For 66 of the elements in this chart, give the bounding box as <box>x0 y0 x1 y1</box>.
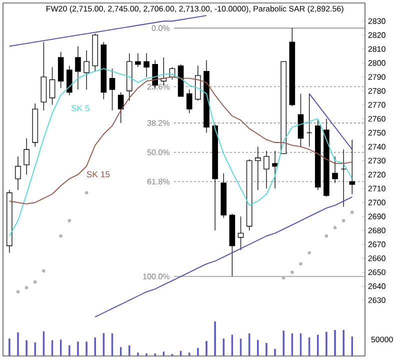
candlestick <box>109 68 116 111</box>
point <box>42 269 46 273</box>
annotation: 38.2% <box>147 120 170 126</box>
y-tick-label: 2670 <box>368 242 386 248</box>
y-tick-label: 2740 <box>368 144 386 150</box>
point <box>282 276 286 280</box>
y-tick-label: 2720 <box>368 172 386 178</box>
text: 50000 <box>371 336 393 342</box>
point <box>59 234 63 238</box>
annotation: 100.0% <box>143 274 170 280</box>
candlestick <box>306 93 312 148</box>
y-tick-label: 2800 <box>368 60 386 66</box>
annotation: 0.0% <box>152 25 170 31</box>
candlestick <box>186 89 192 114</box>
chart-title: FW20 (2,715.00, 2,745.00, 2,706.00, 2,713.00, -10.0000), Parabolic SAR (2,892.56) <box>46 6 344 14</box>
point <box>299 262 302 266</box>
candlestick <box>264 150 270 189</box>
y-tick-label: 2650 <box>368 269 386 276</box>
candlestick <box>24 138 30 175</box>
y-tick-label: 2750 <box>368 130 386 136</box>
candlestick <box>84 50 90 90</box>
y-tick-label: 2810 <box>368 46 386 52</box>
y-tick-label: 2780 <box>368 88 386 94</box>
y-tick-label: 2710 <box>368 186 386 192</box>
point <box>350 210 354 214</box>
point <box>290 270 294 274</box>
y-tick-label: 2730 <box>368 158 386 164</box>
point <box>324 234 328 238</box>
annotation: 50.0% <box>147 149 170 156</box>
candlestick <box>58 51 64 88</box>
y-tick-label: 2660 <box>368 255 386 262</box>
y-tick-label: 2770 <box>368 102 386 108</box>
point <box>333 226 337 230</box>
series-label: SK 5 <box>71 105 90 112</box>
annotation: 61.8% <box>147 178 170 184</box>
point <box>33 280 37 284</box>
candlestick <box>49 66 56 106</box>
point <box>24 286 28 290</box>
point <box>84 191 88 194</box>
candlestick <box>340 149 346 208</box>
candlestick <box>118 92 124 124</box>
candlestick <box>135 52 141 68</box>
y-tick-label: 2630 <box>368 297 386 304</box>
candlestick <box>254 146 261 190</box>
series-label: SK 15 <box>86 171 110 178</box>
candlestick <box>66 65 72 96</box>
candlestick <box>272 150 278 189</box>
point <box>308 251 311 254</box>
y-tick-label: 2680 <box>368 228 386 234</box>
y-tick-label: 2820 <box>368 32 386 38</box>
y-tick-label: 2830 <box>368 18 386 24</box>
y-tick-label: 2760 <box>368 116 386 122</box>
candlestick <box>15 156 21 190</box>
candlestick <box>144 52 150 78</box>
y-tick-label: 2790 <box>368 74 386 80</box>
y-tick-label: 2640 <box>368 283 386 290</box>
candlestick <box>349 139 356 194</box>
point <box>68 218 72 222</box>
candlestick <box>298 93 304 148</box>
candlestick <box>75 46 81 90</box>
candlestick <box>332 156 338 184</box>
candlestick <box>195 65 201 101</box>
point <box>342 218 346 222</box>
y-tick-label: 2690 <box>368 214 386 220</box>
y-tick-label: 2700 <box>368 200 386 206</box>
point <box>16 290 20 294</box>
